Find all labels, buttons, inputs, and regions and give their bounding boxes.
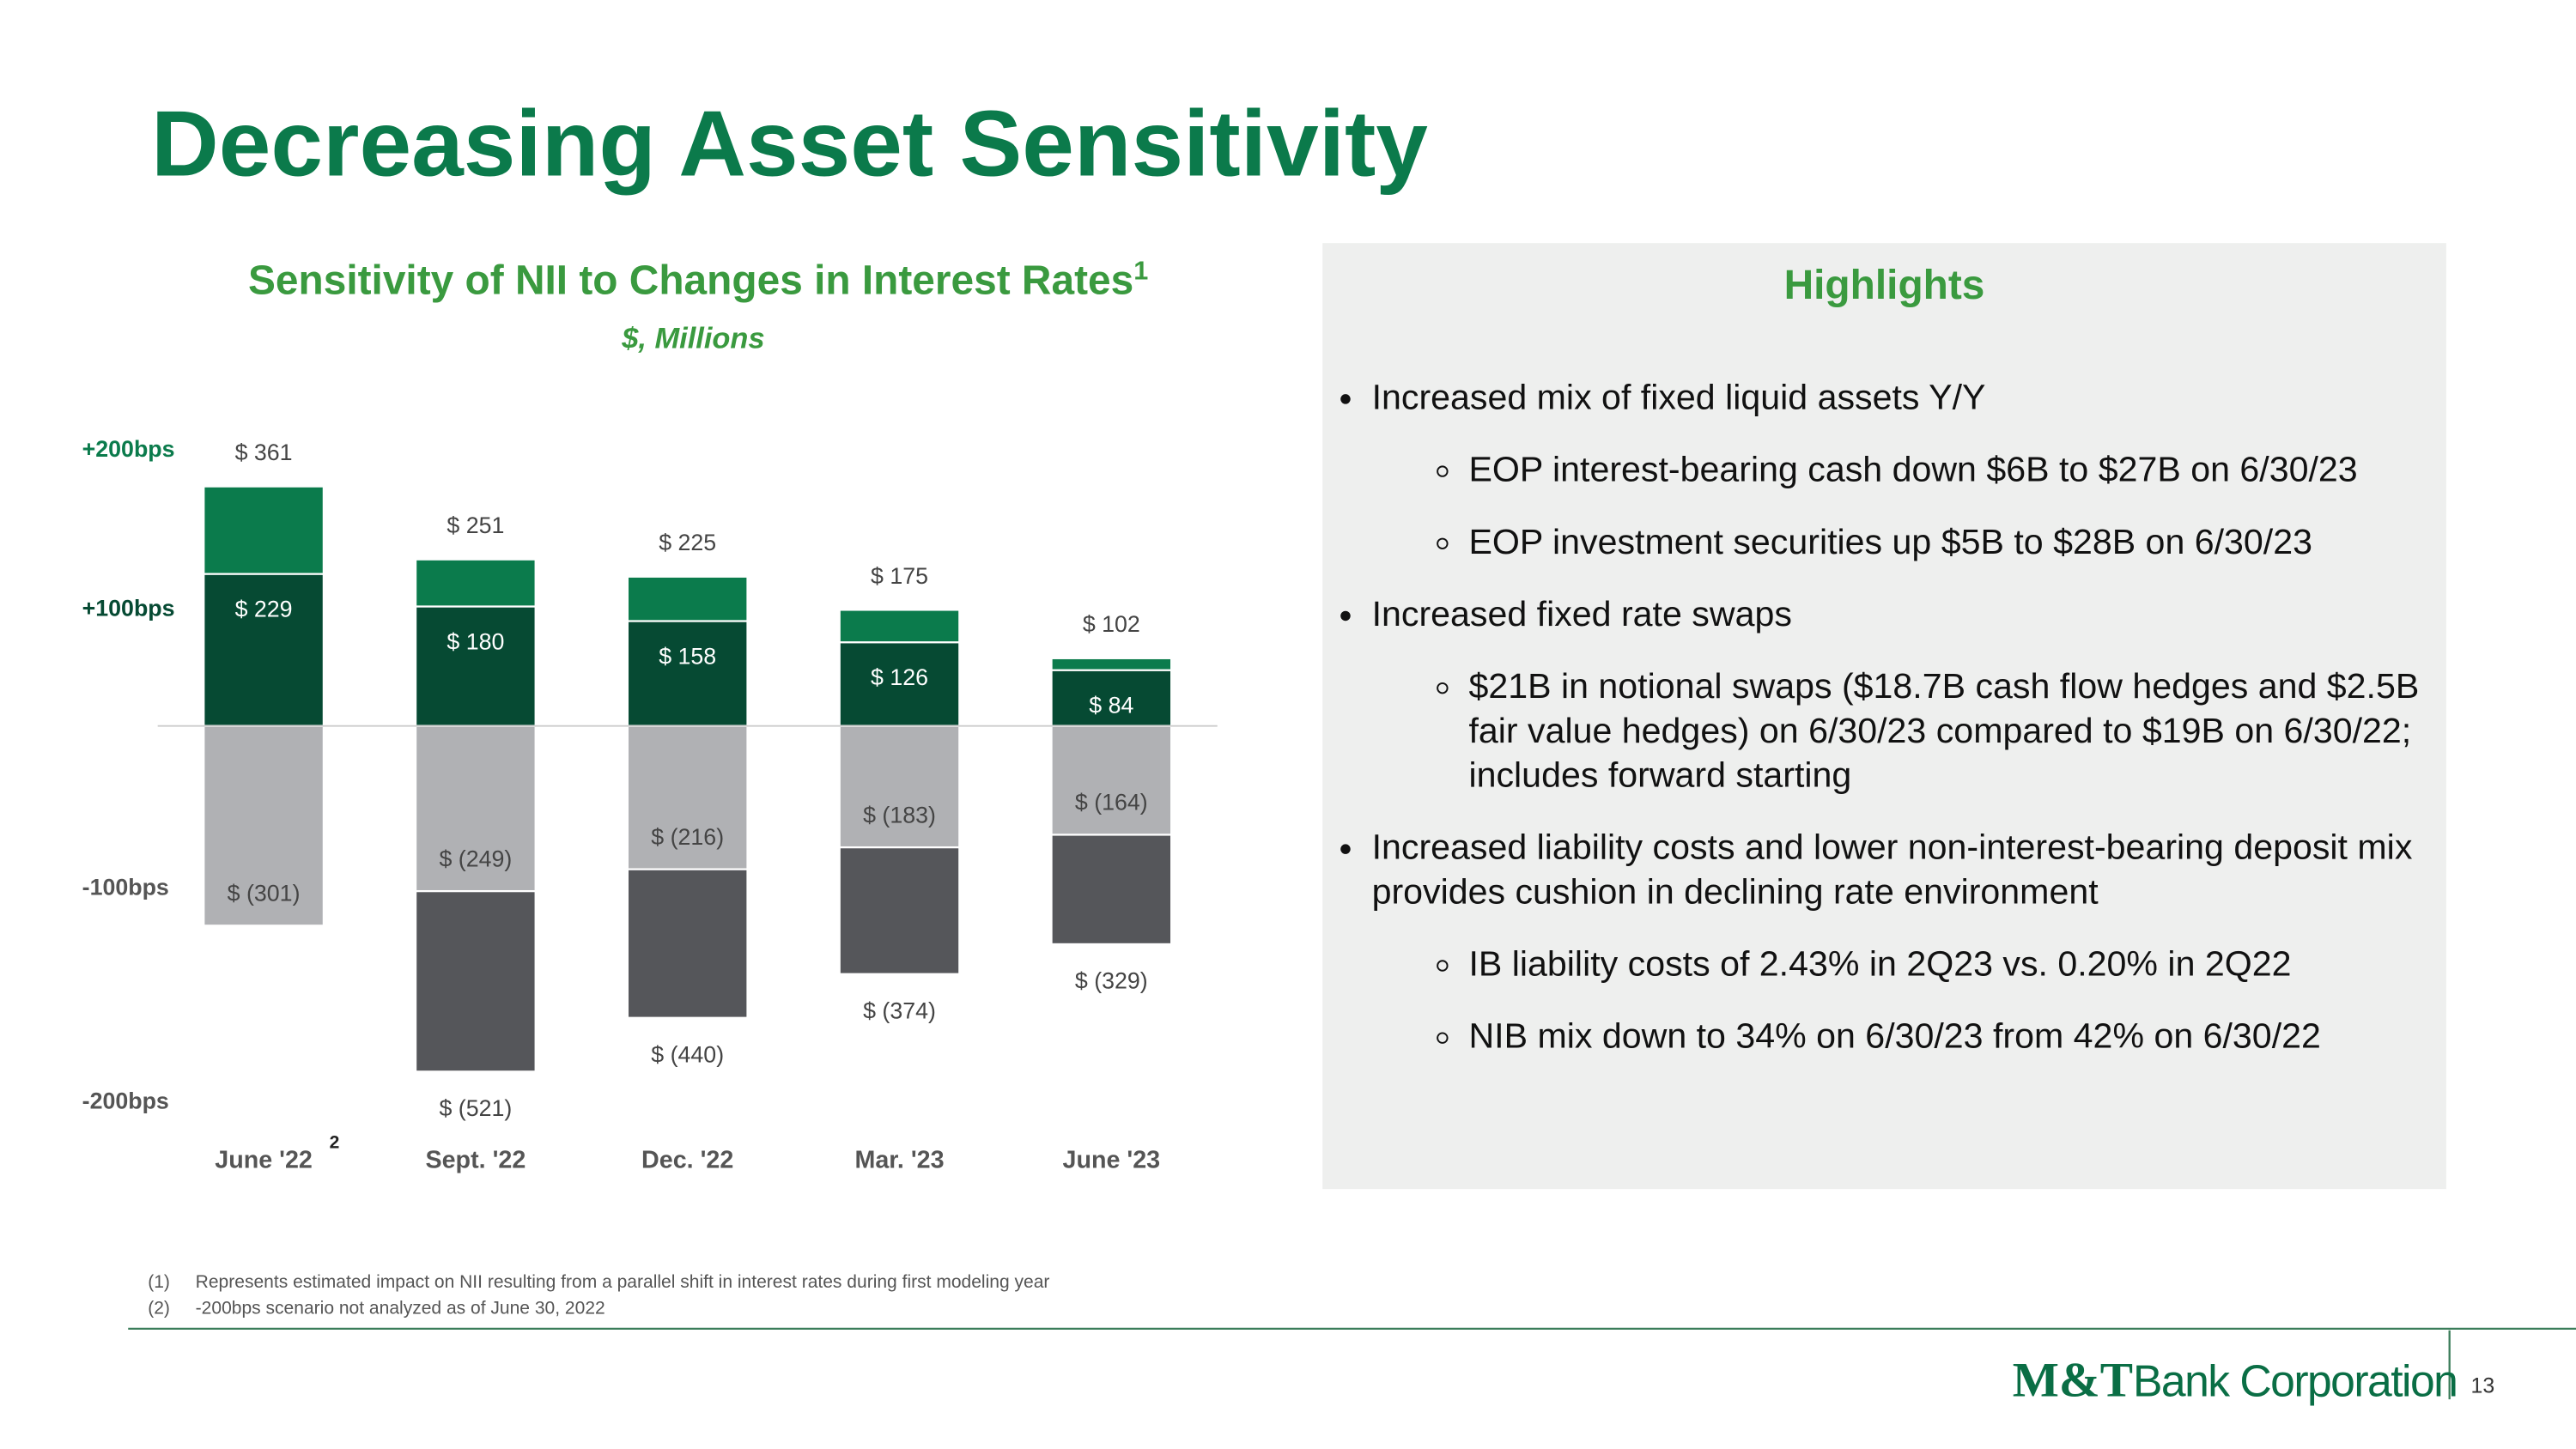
highlight-item: Increased mix of fixed liquid assets Y/Y… — [1372, 376, 2432, 565]
brand-name: Bank Corporation — [2133, 1355, 2457, 1405]
page-number: 13 — [2471, 1373, 2495, 1397]
slide-title: Decreasing Asset Sensitivity — [151, 92, 1428, 197]
data-label: $ 251 — [447, 512, 504, 538]
x-tick-label: Dec. '22 — [641, 1146, 733, 1173]
chart-subtitle: $, Millions — [621, 323, 764, 355]
footnote-marker: (1) — [148, 1272, 170, 1292]
footnote-text: Represents estimated impact on NII resul… — [196, 1272, 1050, 1292]
legend-label: +200bps — [82, 436, 175, 462]
highlight-subitem: IB liability costs of 2.43% in 2Q23 vs. … — [1468, 943, 2431, 987]
legend-label: -100bps — [82, 875, 169, 900]
highlight-subitems: IB liability costs of 2.43% in 2Q23 vs. … — [1372, 943, 2432, 1059]
data-label: $ (301) — [228, 881, 301, 906]
footnote-text: -200bps scenario not analyzed as of June… — [196, 1299, 605, 1319]
highlight-subitem: EOP investment securities up $5B to $28B… — [1468, 521, 2431, 566]
highlight-subitems: $21B in notional swaps ($18.7B cash flow… — [1372, 665, 2432, 798]
bar — [626, 620, 749, 727]
chart-title-footnote: 1 — [1133, 256, 1148, 285]
data-label: $ 158 — [659, 643, 716, 669]
highlights-list: Increased mix of fixed liquid assets Y/Y… — [1372, 376, 2432, 1087]
legend-label: -200bps — [82, 1088, 169, 1113]
data-label: $ (249) — [439, 846, 512, 871]
data-label: $ (216) — [651, 824, 724, 850]
highlights-panel — [1322, 243, 2446, 1190]
data-label: $ (440) — [651, 1041, 724, 1067]
chart-title-text: Sensitivity of NII to Changes in Interes… — [248, 258, 1133, 303]
highlight-subitem: $21B in notional swaps ($18.7B cash flow… — [1468, 665, 2431, 798]
bar — [414, 605, 537, 727]
bar — [1050, 724, 1173, 836]
data-label: $ 84 — [1089, 692, 1133, 718]
footnote-marker: (2) — [148, 1299, 170, 1319]
bar — [838, 641, 961, 727]
data-label: $ (183) — [863, 802, 936, 828]
bar — [203, 724, 325, 927]
data-label: $ (164) — [1075, 790, 1148, 815]
data-label: $ (329) — [1075, 968, 1148, 994]
data-label: $ 229 — [235, 596, 293, 621]
highlight-text: Increased fixed rate swaps — [1371, 594, 1792, 634]
data-label: $ 175 — [871, 563, 928, 589]
x-tick-label: Sept. '22 — [425, 1146, 526, 1173]
x-tick-label: June '22 — [215, 1146, 313, 1173]
data-label: $ 225 — [659, 530, 716, 555]
data-label: $ 126 — [871, 664, 928, 690]
highlights-title: Highlights — [1783, 263, 1985, 309]
highlight-subitems: EOP interest-bearing cash down $6B to $2… — [1372, 448, 2432, 565]
bar — [414, 724, 537, 893]
bar — [1050, 669, 1173, 727]
highlight-item: Increased liability costs and lower non-… — [1372, 826, 2432, 1059]
chart-title: Sensitivity of NII to Changes in Interes… — [248, 256, 1148, 303]
brand-mark: M&T — [2013, 1353, 2133, 1407]
legend-label: +100bps — [82, 595, 175, 621]
data-label: $ (374) — [863, 997, 936, 1023]
data-label: $ 361 — [235, 440, 293, 465]
highlight-text: Increased mix of fixed liquid assets Y/Y — [1371, 378, 1986, 417]
x-tick-label: June '23 — [1062, 1146, 1160, 1173]
data-label: $ 102 — [1083, 611, 1140, 637]
data-label: $ (521) — [439, 1095, 512, 1121]
brand-logo: M&TBank Corporation — [2013, 1353, 2458, 1407]
highlight-subitem: NIB mix down to 34% on 6/30/23 from 42% … — [1468, 1015, 2431, 1059]
bar — [203, 573, 325, 727]
x-tick-label: Mar. '23 — [854, 1146, 944, 1173]
category-footnote: 2 — [330, 1132, 340, 1152]
highlight-text: Increased liability costs and lower non-… — [1371, 828, 2413, 912]
data-label: $ 180 — [447, 628, 504, 654]
highlight-item: Increased fixed rate swaps $21B in notion… — [1372, 593, 2432, 798]
bar — [838, 724, 961, 849]
highlight-subitem: EOP interest-bearing cash down $6B to $2… — [1468, 448, 2431, 493]
